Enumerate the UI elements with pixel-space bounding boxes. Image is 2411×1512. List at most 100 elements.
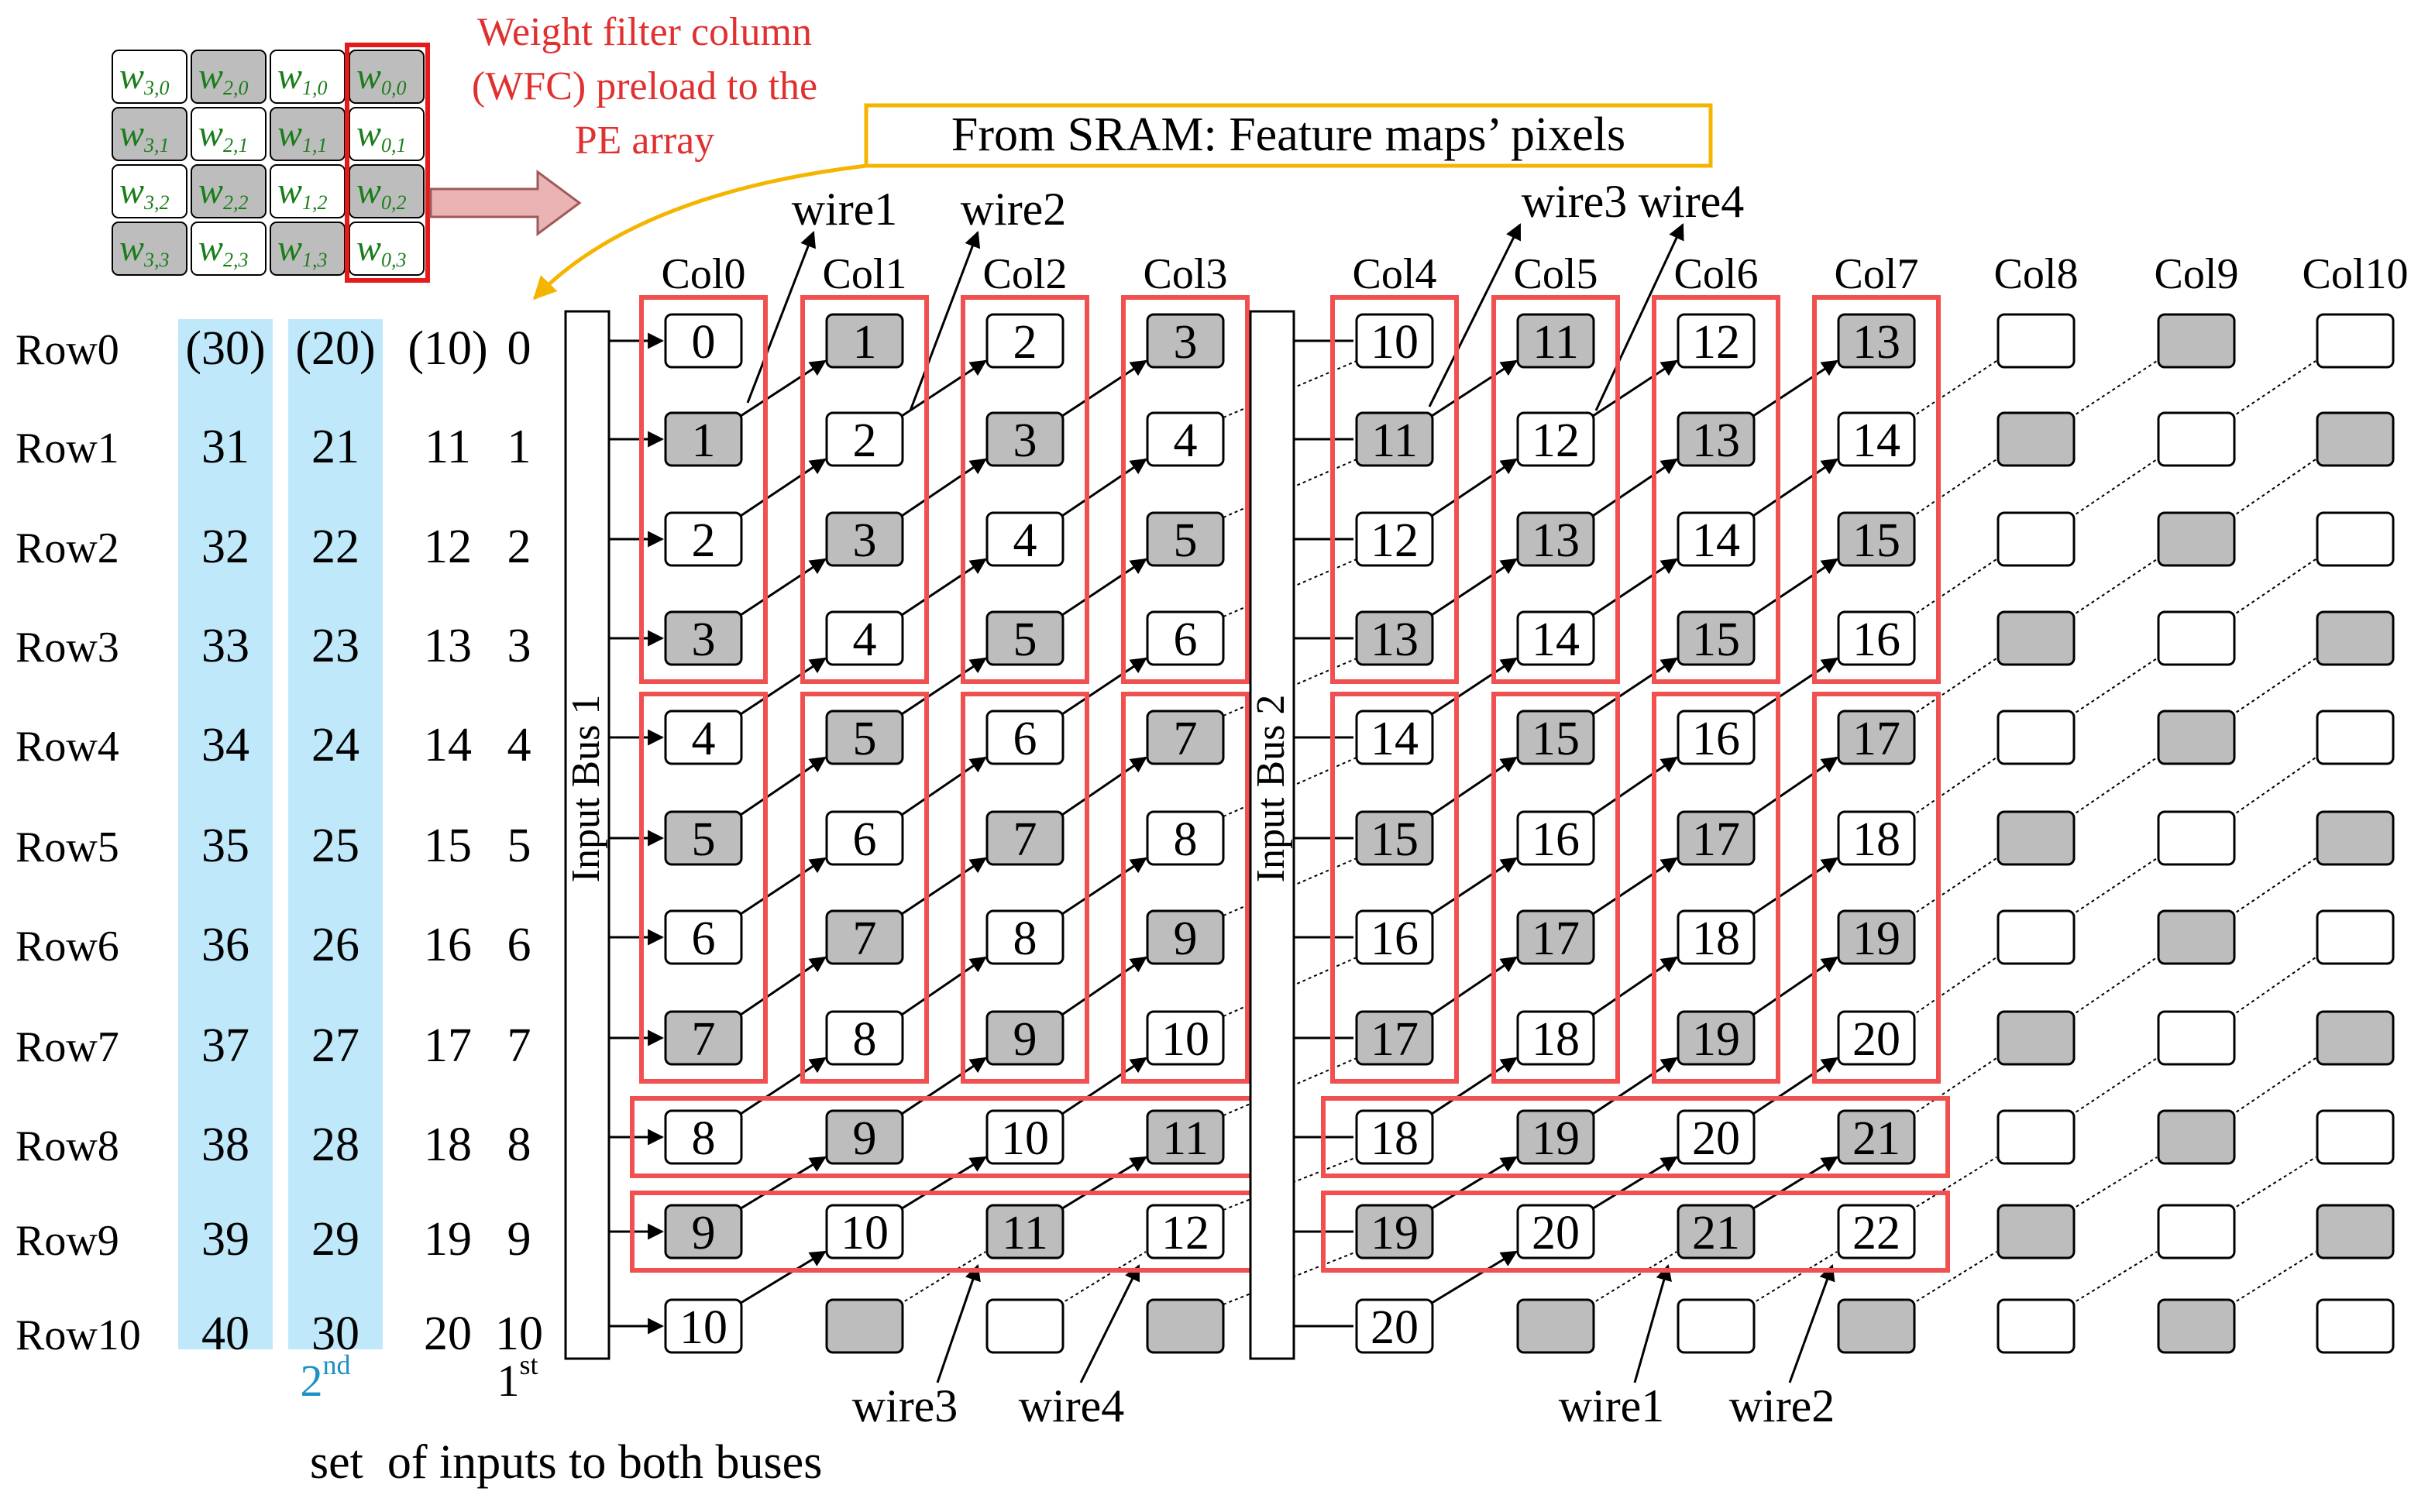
pe-cell [1516, 1298, 1595, 1354]
pe-value: 14 [1692, 514, 1740, 567]
row-label: Row9 [15, 1217, 119, 1265]
pe-row-group-box [1321, 1096, 1950, 1178]
diagonal-wire [738, 756, 827, 818]
pe-cell [1997, 810, 2076, 866]
column-label: Col10 [2303, 250, 2409, 298]
pe-cell [1146, 1298, 1225, 1354]
input-value: 8 [507, 1119, 531, 1171]
pe-value: 8 [1174, 813, 1198, 866]
pe-cell [1997, 909, 2076, 965]
pe-cell [825, 411, 904, 467]
pe-cell [2316, 313, 2395, 369]
diagonal-wire [1911, 957, 1997, 1017]
column-label: Col8 [1994, 250, 2079, 298]
wire-label-top: wire4 [1639, 176, 1745, 227]
diagonal-wire [2230, 1057, 2316, 1116]
weight-cell [191, 164, 267, 218]
input-value: 32 [201, 521, 249, 573]
pe-value: 0 [692, 316, 716, 369]
pe-cell [2316, 909, 2395, 965]
pe-cell [2157, 313, 2236, 369]
diagonal-wire [1059, 857, 1147, 917]
pe-cell [1997, 1298, 2076, 1354]
pe-group-box [1330, 295, 1459, 684]
diagonal-wire [1911, 1156, 1997, 1211]
pe-cell [1355, 1204, 1434, 1259]
input-value: 34 [201, 719, 249, 771]
second-set-label: 2nd [301, 1349, 351, 1406]
column-label: Col7 [1835, 250, 1919, 298]
pe-value: 1 [692, 414, 716, 467]
pe-cell [825, 511, 904, 567]
pe-value: 4 [1013, 514, 1037, 567]
pe-cell [985, 1298, 1064, 1354]
wire1-top-arrow [746, 231, 816, 404]
pe-row-group-box [1321, 1191, 1950, 1273]
weight-label: w2,2 [198, 170, 249, 214]
input-value: 14 [424, 719, 472, 771]
sram-arrow [532, 163, 867, 301]
diagonal-wire [1429, 1250, 1518, 1306]
pe-cell [1516, 1010, 1595, 1066]
pe-value: 6 [853, 813, 877, 866]
column-label: Col0 [662, 250, 746, 298]
pe-cell [1146, 710, 1225, 765]
input-value: (30) [185, 322, 265, 375]
pe-cell [1516, 1204, 1595, 1259]
diagonal-wire [2230, 360, 2316, 418]
diagonal-wire [899, 1251, 986, 1305]
pe-cell [2316, 1109, 2395, 1165]
diagonal-wire [2070, 757, 2158, 817]
diagonal-wire [899, 359, 987, 419]
pe-cell [2316, 511, 2395, 567]
pe-value: 5 [853, 713, 877, 765]
diagonal-wire [1059, 756, 1147, 818]
pe-cell [985, 1204, 1064, 1259]
pe-value: 16 [1852, 613, 1900, 666]
pe-cell [2157, 1109, 2236, 1165]
diagonal-wire [1750, 359, 1838, 419]
pe-cell [664, 710, 743, 765]
input-value: 18 [424, 1119, 472, 1171]
input-value: 39 [201, 1213, 249, 1266]
sram-label: From SRAM: Feature maps’ pixels [951, 108, 1625, 161]
column-label: Col4 [1353, 250, 1437, 298]
pe-cell [1355, 810, 1434, 866]
pe-value: 20 [1852, 1013, 1900, 1066]
pe-cell [1837, 411, 1916, 467]
weight-label: w0,1 [356, 113, 407, 156]
input-value: 36 [201, 919, 249, 971]
pe-value: 9 [692, 1207, 716, 1259]
diagonal-wire [2070, 459, 2158, 518]
input-value: 24 [311, 719, 359, 771]
input-value: 26 [311, 919, 359, 971]
pe-value: 19 [1532, 1112, 1580, 1165]
pe-cell [1355, 710, 1434, 765]
input-value: 20 [424, 1308, 472, 1360]
diagonal-wire [1059, 1057, 1147, 1117]
cyan-column-2nd-b [288, 319, 383, 1349]
pe-value: 7 [853, 912, 877, 965]
pe-cell [1677, 313, 1756, 369]
preload-arrow [429, 170, 582, 236]
column-label: Col9 [2155, 250, 2239, 298]
pe-cell [2157, 511, 2236, 567]
diagonal-wire [899, 458, 987, 519]
wfc-caption-line2: (WFC) preload to the [472, 64, 817, 108]
diagonal-wire [1429, 857, 1518, 917]
diagonal-wire [1429, 756, 1518, 818]
diagonal-wire [1590, 657, 1678, 717]
pe-cell [1355, 1109, 1434, 1165]
diagonal-wire [1590, 1057, 1678, 1117]
input-value: 31 [201, 421, 249, 473]
diagonal-wire [1750, 657, 1838, 717]
pe-value: 21 [1852, 1112, 1900, 1165]
input-value: 0 [507, 322, 531, 375]
pe-cell [664, 610, 743, 666]
diagonal-wire [1750, 458, 1838, 519]
weight-label: w2,0 [198, 56, 249, 99]
diagonal-wire [1911, 857, 1997, 916]
pe-cell [1837, 1109, 1916, 1165]
pe-value: 11 [1002, 1207, 1048, 1259]
input-value: 37 [201, 1019, 249, 1072]
